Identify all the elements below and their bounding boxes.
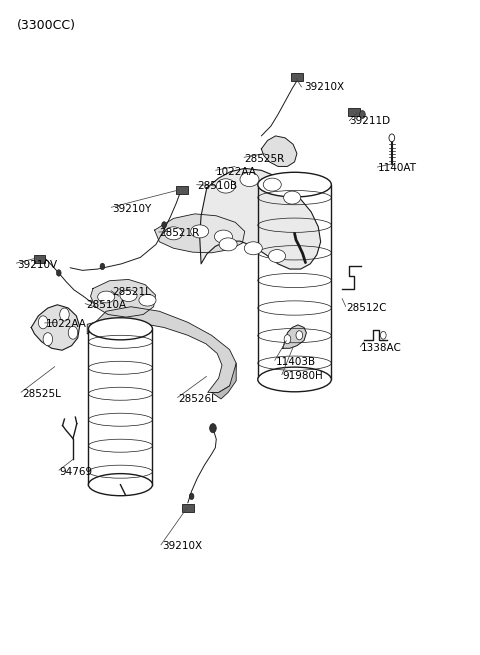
Ellipse shape: [244, 242, 262, 255]
Text: 39210X: 39210X: [162, 542, 202, 552]
Text: 28521R: 28521R: [159, 229, 200, 238]
Text: 28510B: 28510B: [197, 181, 238, 191]
Ellipse shape: [88, 318, 153, 340]
Circle shape: [56, 270, 61, 276]
Circle shape: [381, 331, 386, 339]
Text: 11403B: 11403B: [276, 357, 316, 367]
FancyBboxPatch shape: [177, 186, 188, 194]
Text: 28512C: 28512C: [347, 303, 387, 313]
Polygon shape: [155, 214, 245, 253]
Circle shape: [38, 316, 48, 329]
Text: 28521L: 28521L: [112, 287, 151, 297]
Text: 28525L: 28525L: [22, 389, 60, 399]
Ellipse shape: [219, 238, 237, 251]
Circle shape: [68, 326, 78, 339]
FancyBboxPatch shape: [348, 108, 360, 116]
Circle shape: [210, 424, 216, 433]
Text: 28526L: 28526L: [179, 394, 217, 404]
Text: 28525R: 28525R: [245, 154, 285, 164]
Text: 39210V: 39210V: [17, 259, 57, 269]
Polygon shape: [87, 307, 236, 392]
Ellipse shape: [165, 227, 182, 240]
Ellipse shape: [284, 191, 301, 204]
Ellipse shape: [139, 294, 156, 306]
FancyBboxPatch shape: [182, 504, 193, 512]
Polygon shape: [283, 325, 306, 348]
Circle shape: [284, 335, 291, 344]
Ellipse shape: [240, 172, 259, 187]
Ellipse shape: [120, 290, 137, 301]
Ellipse shape: [263, 178, 281, 191]
Text: 28510A: 28510A: [86, 300, 126, 310]
Ellipse shape: [97, 291, 115, 303]
Circle shape: [360, 111, 365, 119]
Text: 1338AC: 1338AC: [361, 343, 402, 353]
Polygon shape: [200, 168, 321, 269]
Ellipse shape: [88, 474, 153, 496]
Polygon shape: [212, 364, 236, 399]
Text: (3300CC): (3300CC): [17, 19, 76, 32]
Ellipse shape: [258, 367, 331, 392]
Text: 39210X: 39210X: [304, 83, 344, 92]
Circle shape: [162, 221, 167, 228]
Circle shape: [389, 134, 395, 141]
Ellipse shape: [258, 172, 331, 197]
Text: 39210Y: 39210Y: [112, 204, 151, 214]
Text: 91980H: 91980H: [283, 371, 324, 381]
Text: 1140AT: 1140AT: [378, 163, 417, 174]
Ellipse shape: [216, 179, 235, 193]
Ellipse shape: [268, 250, 286, 263]
Text: 1022AA: 1022AA: [46, 319, 86, 329]
FancyBboxPatch shape: [291, 73, 302, 81]
Circle shape: [296, 331, 302, 340]
Circle shape: [60, 308, 69, 321]
Text: 39211D: 39211D: [349, 116, 390, 126]
Text: 1022AA: 1022AA: [216, 166, 257, 177]
Polygon shape: [31, 305, 80, 350]
Circle shape: [100, 263, 105, 270]
Ellipse shape: [191, 225, 209, 238]
Text: 94769: 94769: [60, 466, 93, 477]
Ellipse shape: [215, 230, 232, 243]
Circle shape: [189, 493, 194, 500]
FancyBboxPatch shape: [34, 255, 46, 263]
Polygon shape: [261, 136, 297, 166]
Circle shape: [43, 333, 53, 346]
Polygon shape: [91, 280, 156, 317]
